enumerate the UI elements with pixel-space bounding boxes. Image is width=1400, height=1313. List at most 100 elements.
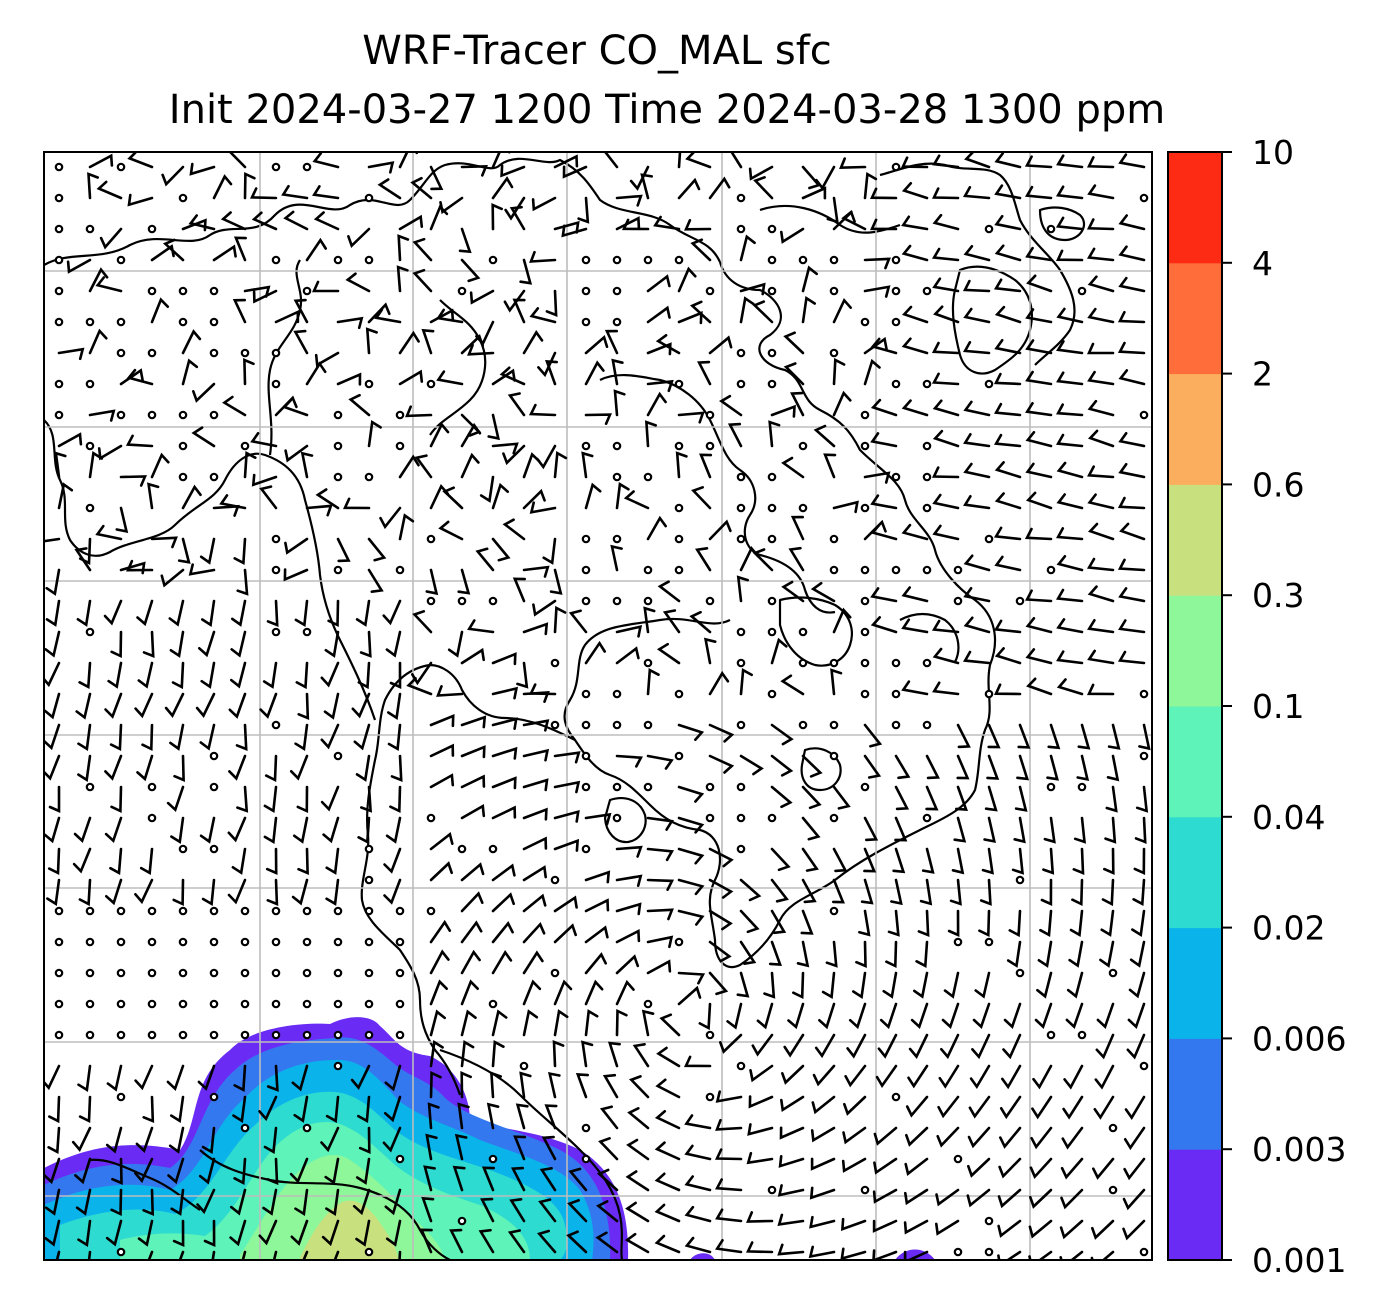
wind-barb: [1122, 1219, 1146, 1241]
wind-barb: [947, 909, 960, 938]
wind-barb: [1068, 940, 1084, 968]
wind-barb: [509, 1198, 526, 1223]
wind-barb: [1013, 816, 1026, 844]
wind-barb: [1087, 522, 1115, 541]
wind-barb: [249, 187, 278, 200]
wind-barb: [1101, 878, 1115, 907]
wind-barb: [993, 433, 1022, 448]
wind-barb: [44, 537, 61, 543]
wind-barb: [653, 215, 681, 231]
wind-barb: [581, 1040, 594, 1068]
calm-wind-marker: [147, 782, 157, 792]
wind-barb: [350, 1064, 371, 1090]
wind-barb: [47, 847, 61, 876]
calm-wind-marker: [767, 813, 777, 823]
wind-barb: [134, 878, 154, 905]
wind-barb: [502, 518, 526, 541]
wind-barb: [703, 637, 717, 665]
wind-barb: [201, 1126, 216, 1155]
wind-barb: [538, 1198, 557, 1223]
wind-barb: [355, 599, 371, 627]
wind-barb: [1123, 1126, 1146, 1151]
wind-barb: [351, 692, 371, 719]
wind-barb: [1138, 723, 1151, 751]
wind-barb: [170, 816, 185, 844]
wind-barb: [1119, 522, 1146, 541]
wind-barb: [1060, 1157, 1084, 1180]
wind-barb: [863, 336, 888, 355]
wind-barb: [222, 395, 247, 417]
map-panel: [43, 151, 1153, 1261]
calm-wind-marker: [581, 720, 591, 730]
wind-barb: [739, 296, 755, 324]
wind-barb: [231, 847, 247, 875]
wind-barb: [801, 878, 817, 904]
wind-barb: [125, 434, 154, 448]
calm-wind-marker: [426, 813, 436, 823]
wind-barb: [885, 940, 898, 969]
wind-barb: [749, 1064, 774, 1083]
calm-wind-marker: [581, 1123, 591, 1133]
map-frame: [43, 151, 1153, 1261]
wind-barb: [134, 692, 154, 719]
wind-barb: [848, 1002, 867, 1030]
coastline-segment: [778, 596, 853, 667]
calm-wind-marker: [1015, 875, 1025, 885]
calm-wind-marker: [1139, 1247, 1149, 1257]
wind-barb: [812, 1064, 836, 1087]
calm-wind-marker: [891, 658, 901, 668]
wind-barb: [1029, 1157, 1053, 1180]
wind-barb: [320, 661, 340, 688]
calm-wind-marker: [550, 875, 560, 885]
wind-barb: [173, 754, 185, 782]
wind-barb: [1066, 971, 1084, 999]
wind-barb: [236, 568, 249, 596]
wind-barb: [1016, 754, 1030, 781]
wind-barb: [677, 909, 705, 926]
wind-barb: [1118, 245, 1146, 262]
wind-barb: [429, 1009, 446, 1037]
wind-barb: [263, 785, 278, 814]
colorbar-tick-label: 0.3: [1252, 576, 1304, 615]
calm-wind-marker: [364, 999, 374, 1009]
wind-barb: [615, 845, 643, 858]
wind-barb: [1118, 432, 1146, 448]
wind-barb: [491, 1009, 508, 1037]
wind-barb: [397, 234, 410, 262]
wind-barb: [142, 1095, 155, 1123]
wind-barb: [584, 898, 610, 913]
calm-wind-marker: [116, 255, 126, 265]
calm-wind-marker: [209, 472, 219, 482]
wind-barb: [522, 565, 550, 578]
wind-barb: [355, 754, 371, 782]
wind-barb: [646, 391, 667, 417]
calm-wind-marker: [891, 1092, 901, 1102]
calm-wind-marker: [54, 906, 64, 916]
wind-barb: [778, 1155, 805, 1168]
wind-barb: [46, 878, 61, 906]
wind-barb: [801, 816, 821, 841]
wind-barb: [1039, 909, 1053, 937]
calm-wind-marker: [209, 999, 219, 1009]
wind-barb: [336, 372, 362, 386]
wind-barb: [150, 244, 175, 262]
wind-barb: [233, 1157, 247, 1185]
wind-barb: [1086, 218, 1115, 231]
wind-barb: [936, 1126, 960, 1148]
wind-barb: [685, 152, 712, 169]
wind-barb: [460, 1009, 477, 1037]
wind-barb: [873, 1157, 898, 1175]
calm-wind-marker: [364, 1030, 374, 1040]
wind-barb: [770, 754, 794, 777]
calm-wind-marker: [612, 782, 622, 792]
wind-barb: [646, 908, 674, 921]
calm-wind-marker: [736, 472, 746, 482]
colorbar-tick-label: 0.1: [1252, 687, 1304, 726]
calm-wind-marker: [302, 937, 312, 947]
wind-barb: [95, 524, 123, 541]
wind-barb: [745, 1241, 774, 1254]
wind-barb: [77, 723, 92, 751]
calm-wind-marker: [705, 1030, 715, 1040]
wind-barb: [357, 661, 371, 690]
